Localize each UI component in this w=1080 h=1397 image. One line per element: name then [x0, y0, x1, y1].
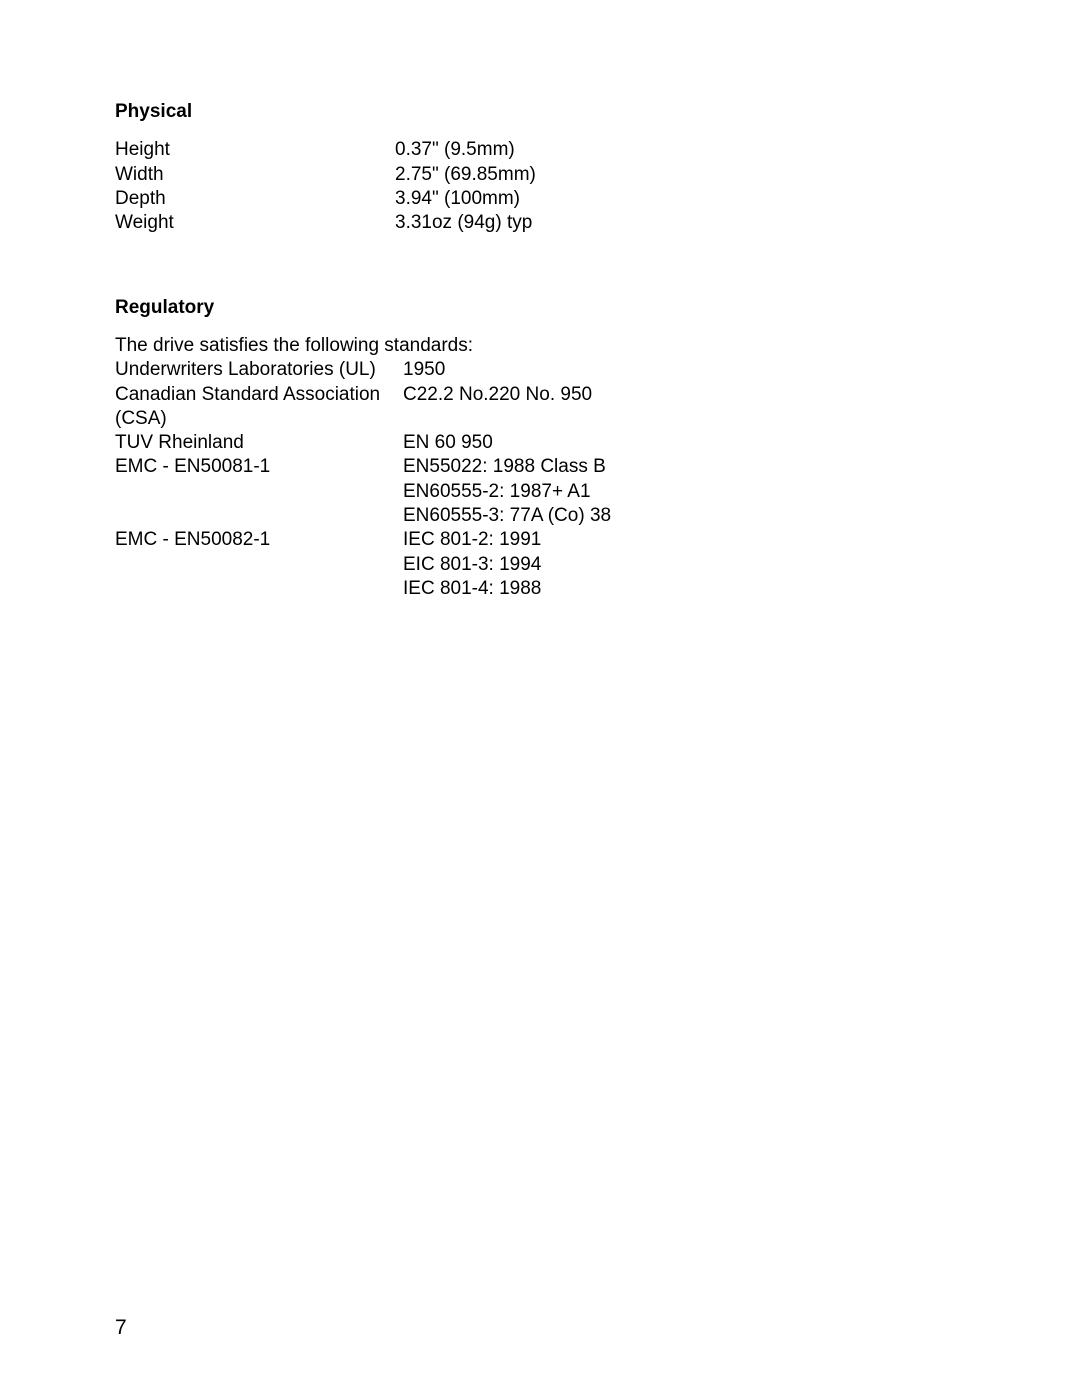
spec-row: Width 2.75" (69.85mm): [115, 163, 970, 187]
spec-value: 3.94" (100mm): [395, 187, 970, 211]
reg-value: EN 60 950: [403, 431, 970, 455]
reg-label: Underwriters Laboratories (UL): [115, 358, 403, 382]
spec-value: 3.31oz (94g) typ: [395, 211, 970, 235]
reg-row: EMC - EN50082-1 IEC 801-2: 1991: [115, 528, 970, 552]
spec-row: Depth 3.94" (100mm): [115, 187, 970, 211]
spec-label: Width: [115, 163, 395, 187]
reg-row: Canadian Standard Association (CSA) C22.…: [115, 383, 970, 432]
page: Physical Height 0.37" (9.5mm) Width 2.75…: [0, 0, 1080, 1397]
reg-value: EN60555-3: 77A (Co) 38: [403, 504, 970, 528]
reg-row: Underwriters Laboratories (UL) 1950: [115, 358, 970, 382]
reg-value: C22.2 No.220 No. 950: [403, 383, 970, 432]
reg-value: IEC 801-2: 1991: [403, 528, 970, 552]
reg-label: EMC - EN50082-1: [115, 528, 403, 552]
reg-row: EMC - EN50081-1 EN55022: 1988 Class B: [115, 455, 970, 479]
regulatory-section: Regulatory The drive satisfies the follo…: [115, 296, 970, 602]
reg-label: Canadian Standard Association (CSA): [115, 383, 403, 432]
reg-label: [115, 577, 403, 601]
reg-value: EIC 801-3: 1994: [403, 553, 970, 577]
regulatory-intro: The drive satisfies the following standa…: [115, 334, 970, 358]
reg-row: IEC 801-4: 1988: [115, 577, 970, 601]
spec-label: Depth: [115, 187, 395, 211]
spec-row: Height 0.37" (9.5mm): [115, 138, 970, 162]
physical-heading: Physical: [115, 100, 970, 124]
reg-label: [115, 504, 403, 528]
spec-value: 2.75" (69.85mm): [395, 163, 970, 187]
reg-value: EN55022: 1988 Class B: [403, 455, 970, 479]
reg-row: EIC 801-3: 1994: [115, 553, 970, 577]
reg-row: TUV Rheinland EN 60 950: [115, 431, 970, 455]
reg-label: EMC - EN50081-1: [115, 455, 403, 479]
spec-label: Height: [115, 138, 395, 162]
reg-value: IEC 801-4: 1988: [403, 577, 970, 601]
page-number: 7: [115, 1315, 127, 1342]
reg-label: [115, 480, 403, 504]
physical-section: Physical Height 0.37" (9.5mm) Width 2.75…: [115, 100, 970, 236]
spec-value: 0.37" (9.5mm): [395, 138, 970, 162]
reg-value: 1950: [403, 358, 970, 382]
reg-row: EN60555-3: 77A (Co) 38: [115, 504, 970, 528]
reg-label: [115, 553, 403, 577]
regulatory-heading: Regulatory: [115, 296, 970, 320]
reg-value: EN60555-2: 1987+ A1: [403, 480, 970, 504]
spec-row: Weight 3.31oz (94g) typ: [115, 211, 970, 235]
reg-label: TUV Rheinland: [115, 431, 403, 455]
reg-row: EN60555-2: 1987+ A1: [115, 480, 970, 504]
spec-label: Weight: [115, 211, 395, 235]
